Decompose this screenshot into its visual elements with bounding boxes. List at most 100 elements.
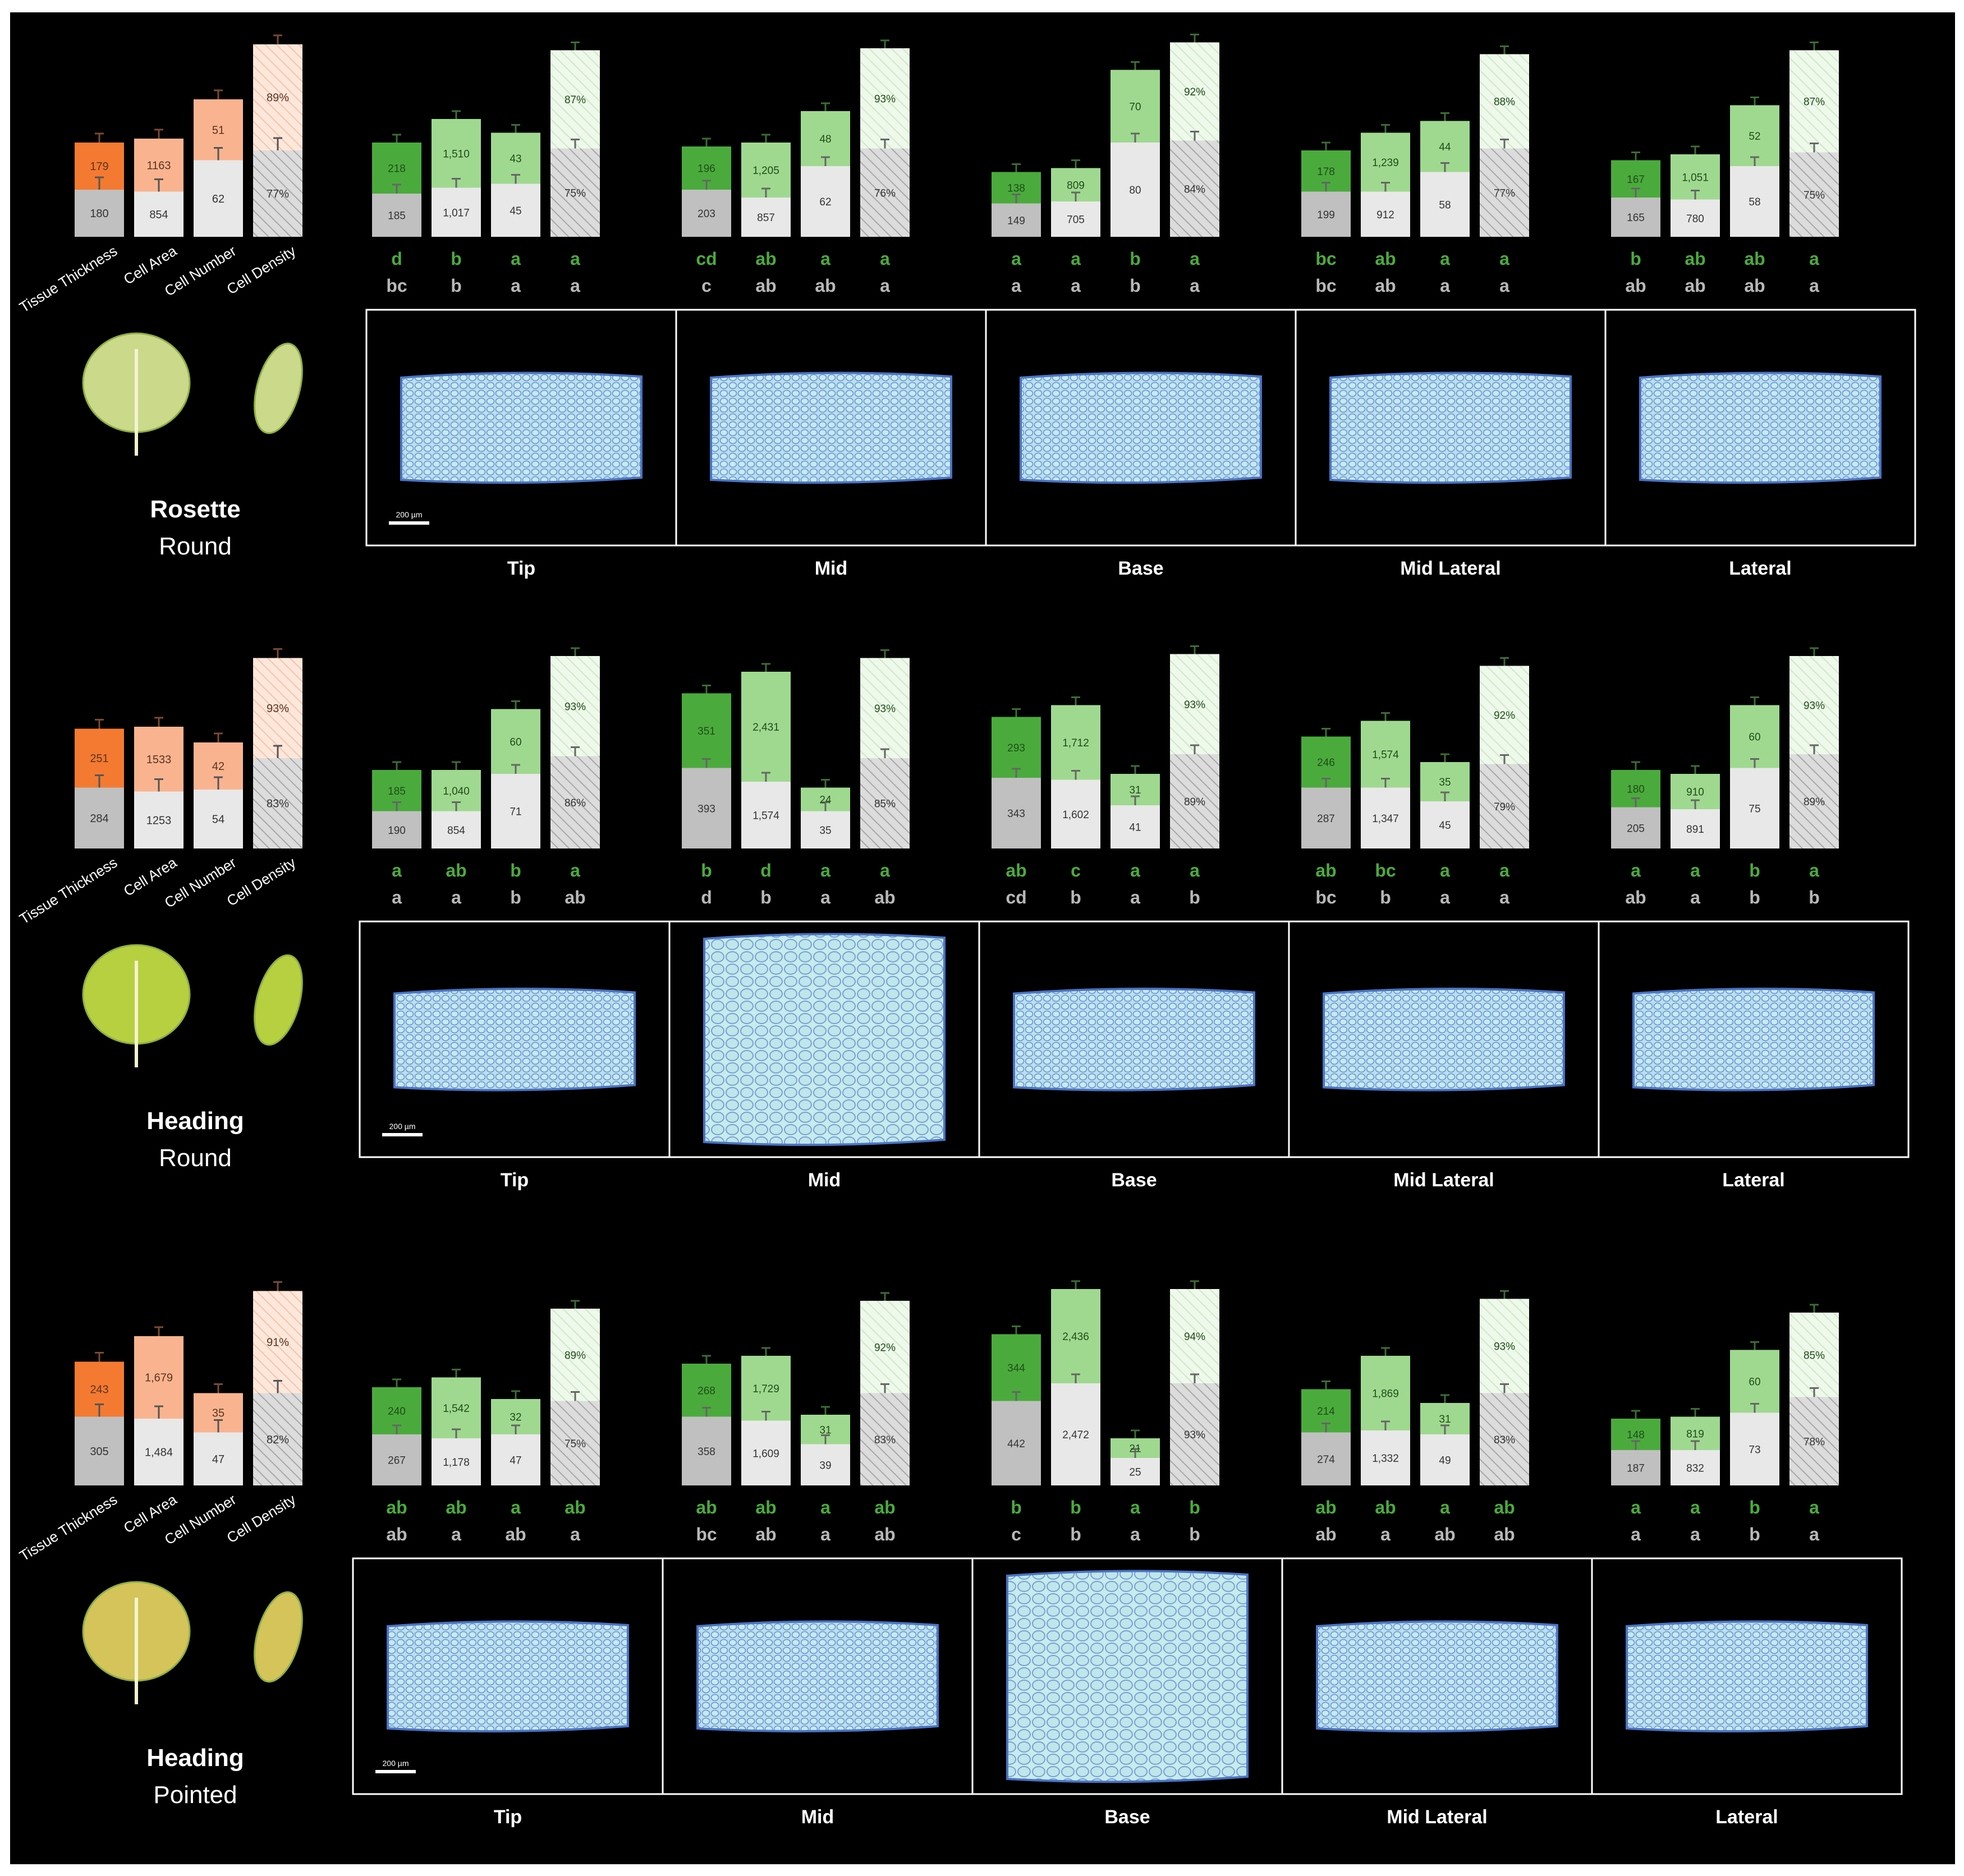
error-bar (880, 39, 889, 48)
significance-letter-gray: a (1380, 1524, 1391, 1544)
error-bar (1440, 1394, 1449, 1403)
position-upper-bar (741, 1356, 791, 1421)
error-bar (1071, 159, 1080, 168)
error-bar (571, 746, 580, 756)
position-lower-label: 1,017 (443, 207, 470, 219)
position-lower-bar (1730, 1412, 1779, 1485)
position-lower-bar (1671, 199, 1720, 237)
position-upper-label: 93% (1184, 699, 1205, 711)
position-upper-label: 93% (1494, 1341, 1515, 1353)
error-bar (273, 1380, 282, 1393)
error-bar (571, 1300, 580, 1309)
position-lower-label: 205 (1627, 823, 1645, 834)
position-lower-bar (491, 774, 540, 848)
significance-letter-green: ab (755, 1497, 776, 1517)
significance-letter-gray: a (1690, 887, 1700, 907)
position-lower-bar (491, 1434, 540, 1485)
overall-upper-label: 1,679 (145, 1372, 173, 1384)
error-bar (1810, 647, 1819, 656)
position-upper-bar (1730, 105, 1779, 166)
error-bar (154, 1405, 163, 1419)
error-bar (880, 649, 889, 658)
significance-letter-green: a (1071, 249, 1081, 269)
error-bar (273, 34, 282, 44)
position-upper-label: 167 (1627, 174, 1645, 186)
error-bar (1131, 765, 1140, 774)
position-upper-label: 196 (698, 163, 715, 175)
position-upper-label: 93% (874, 93, 896, 105)
error-bar (392, 761, 401, 770)
significance-letter-gray: ab (1685, 276, 1705, 296)
significance-letter-gray: ab (1375, 276, 1396, 296)
position-lower-label: 83% (1494, 1434, 1515, 1446)
error-bar (1071, 696, 1080, 705)
position-upper-label: 92% (874, 1342, 896, 1354)
overall-lower-label: 1253 (146, 814, 172, 827)
significance-letter-green: bc (1315, 249, 1336, 269)
position-lower-label: 1,609 (752, 1448, 779, 1460)
position-chart-lateral: 167 165 b ab 1,051 780 ab ab 52 58 ab ab 87% 75% aa (1611, 42, 1839, 296)
position-upper-bar (550, 50, 600, 149)
overall-lower-label: 47 (212, 1453, 224, 1466)
significance-letter-green: ab (1744, 249, 1765, 269)
error-bar (95, 774, 104, 788)
significance-letter-green: a (880, 249, 890, 269)
significance-letter-gray: a (880, 276, 890, 296)
error-bar (511, 174, 520, 184)
position-lower-bar (550, 756, 600, 848)
error-bar (1500, 754, 1509, 764)
significance-letter-green: b (1749, 860, 1760, 880)
position-lower-label: 80 (1129, 185, 1141, 196)
significance-letter-gray: b (1189, 1524, 1200, 1544)
error-bar (452, 110, 461, 119)
significance-letter-gray: ab (565, 887, 585, 907)
position-upper-bar (1361, 1356, 1410, 1430)
position-upper-bar (1111, 70, 1160, 143)
position-lower-label: 41 (1129, 822, 1141, 834)
position-lower-bar (1301, 1432, 1351, 1485)
position-upper-label: 148 (1627, 1429, 1645, 1441)
significance-letter-gray: ab (1494, 1524, 1515, 1544)
error-bar (1190, 34, 1199, 43)
overall-upper-label: 35 (212, 1407, 224, 1420)
overall-lower-label: 77% (267, 188, 289, 200)
position-lower-bar (682, 190, 731, 237)
position-lower-label: 89% (1804, 796, 1825, 808)
position-lower-label: 86% (565, 797, 586, 809)
error-bar (571, 1391, 580, 1401)
position-label: Base (1104, 1806, 1150, 1828)
significance-letter-gray: d (701, 887, 712, 907)
position-lower-label: 1,332 (1372, 1453, 1399, 1465)
position-upper-bar (550, 656, 600, 756)
position-upper-label: 246 (1317, 757, 1335, 769)
significance-letter-gray: c (701, 276, 712, 296)
error-bar (821, 156, 830, 166)
position-lower-label: 62 (819, 196, 831, 208)
significance-letter-gray: b (1130, 276, 1141, 296)
error-bar (1131, 1448, 1140, 1458)
position-upper-label: 910 (1686, 787, 1704, 799)
position-lower-label: 58 (1439, 199, 1451, 211)
position-lower-label: 85% (874, 799, 896, 810)
significance-letter-green: a (1440, 860, 1450, 880)
leaf-cross-section (1316, 1620, 1558, 1733)
significance-letter-gray: b (1070, 1524, 1081, 1544)
error-bar (571, 42, 580, 51)
error-bar (452, 801, 461, 811)
significance-letter-gray: ab (505, 1524, 526, 1544)
position-upper-label: 35 (1439, 777, 1451, 788)
overall-upper-label: 1163 (146, 159, 171, 172)
significance-letter-gray: a (1071, 276, 1081, 296)
position-upper-label: 344 (1007, 1363, 1025, 1374)
position-lower-label: 89% (1184, 796, 1205, 808)
significance-letter-green: d (391, 249, 402, 269)
position-lower-label: 1,574 (752, 810, 779, 822)
position-chart-tip: 240 267 ab ab 1,542 1,178 ab a 32 47 a ab 89% 75% ab a (372, 1300, 600, 1544)
error-bar (1500, 1383, 1509, 1393)
scale-bar-label: 200 µm (396, 510, 423, 519)
error-bar (95, 719, 104, 729)
position-upper-label: 1,542 (443, 1403, 470, 1415)
significance-letter-green: bc (1375, 860, 1396, 880)
